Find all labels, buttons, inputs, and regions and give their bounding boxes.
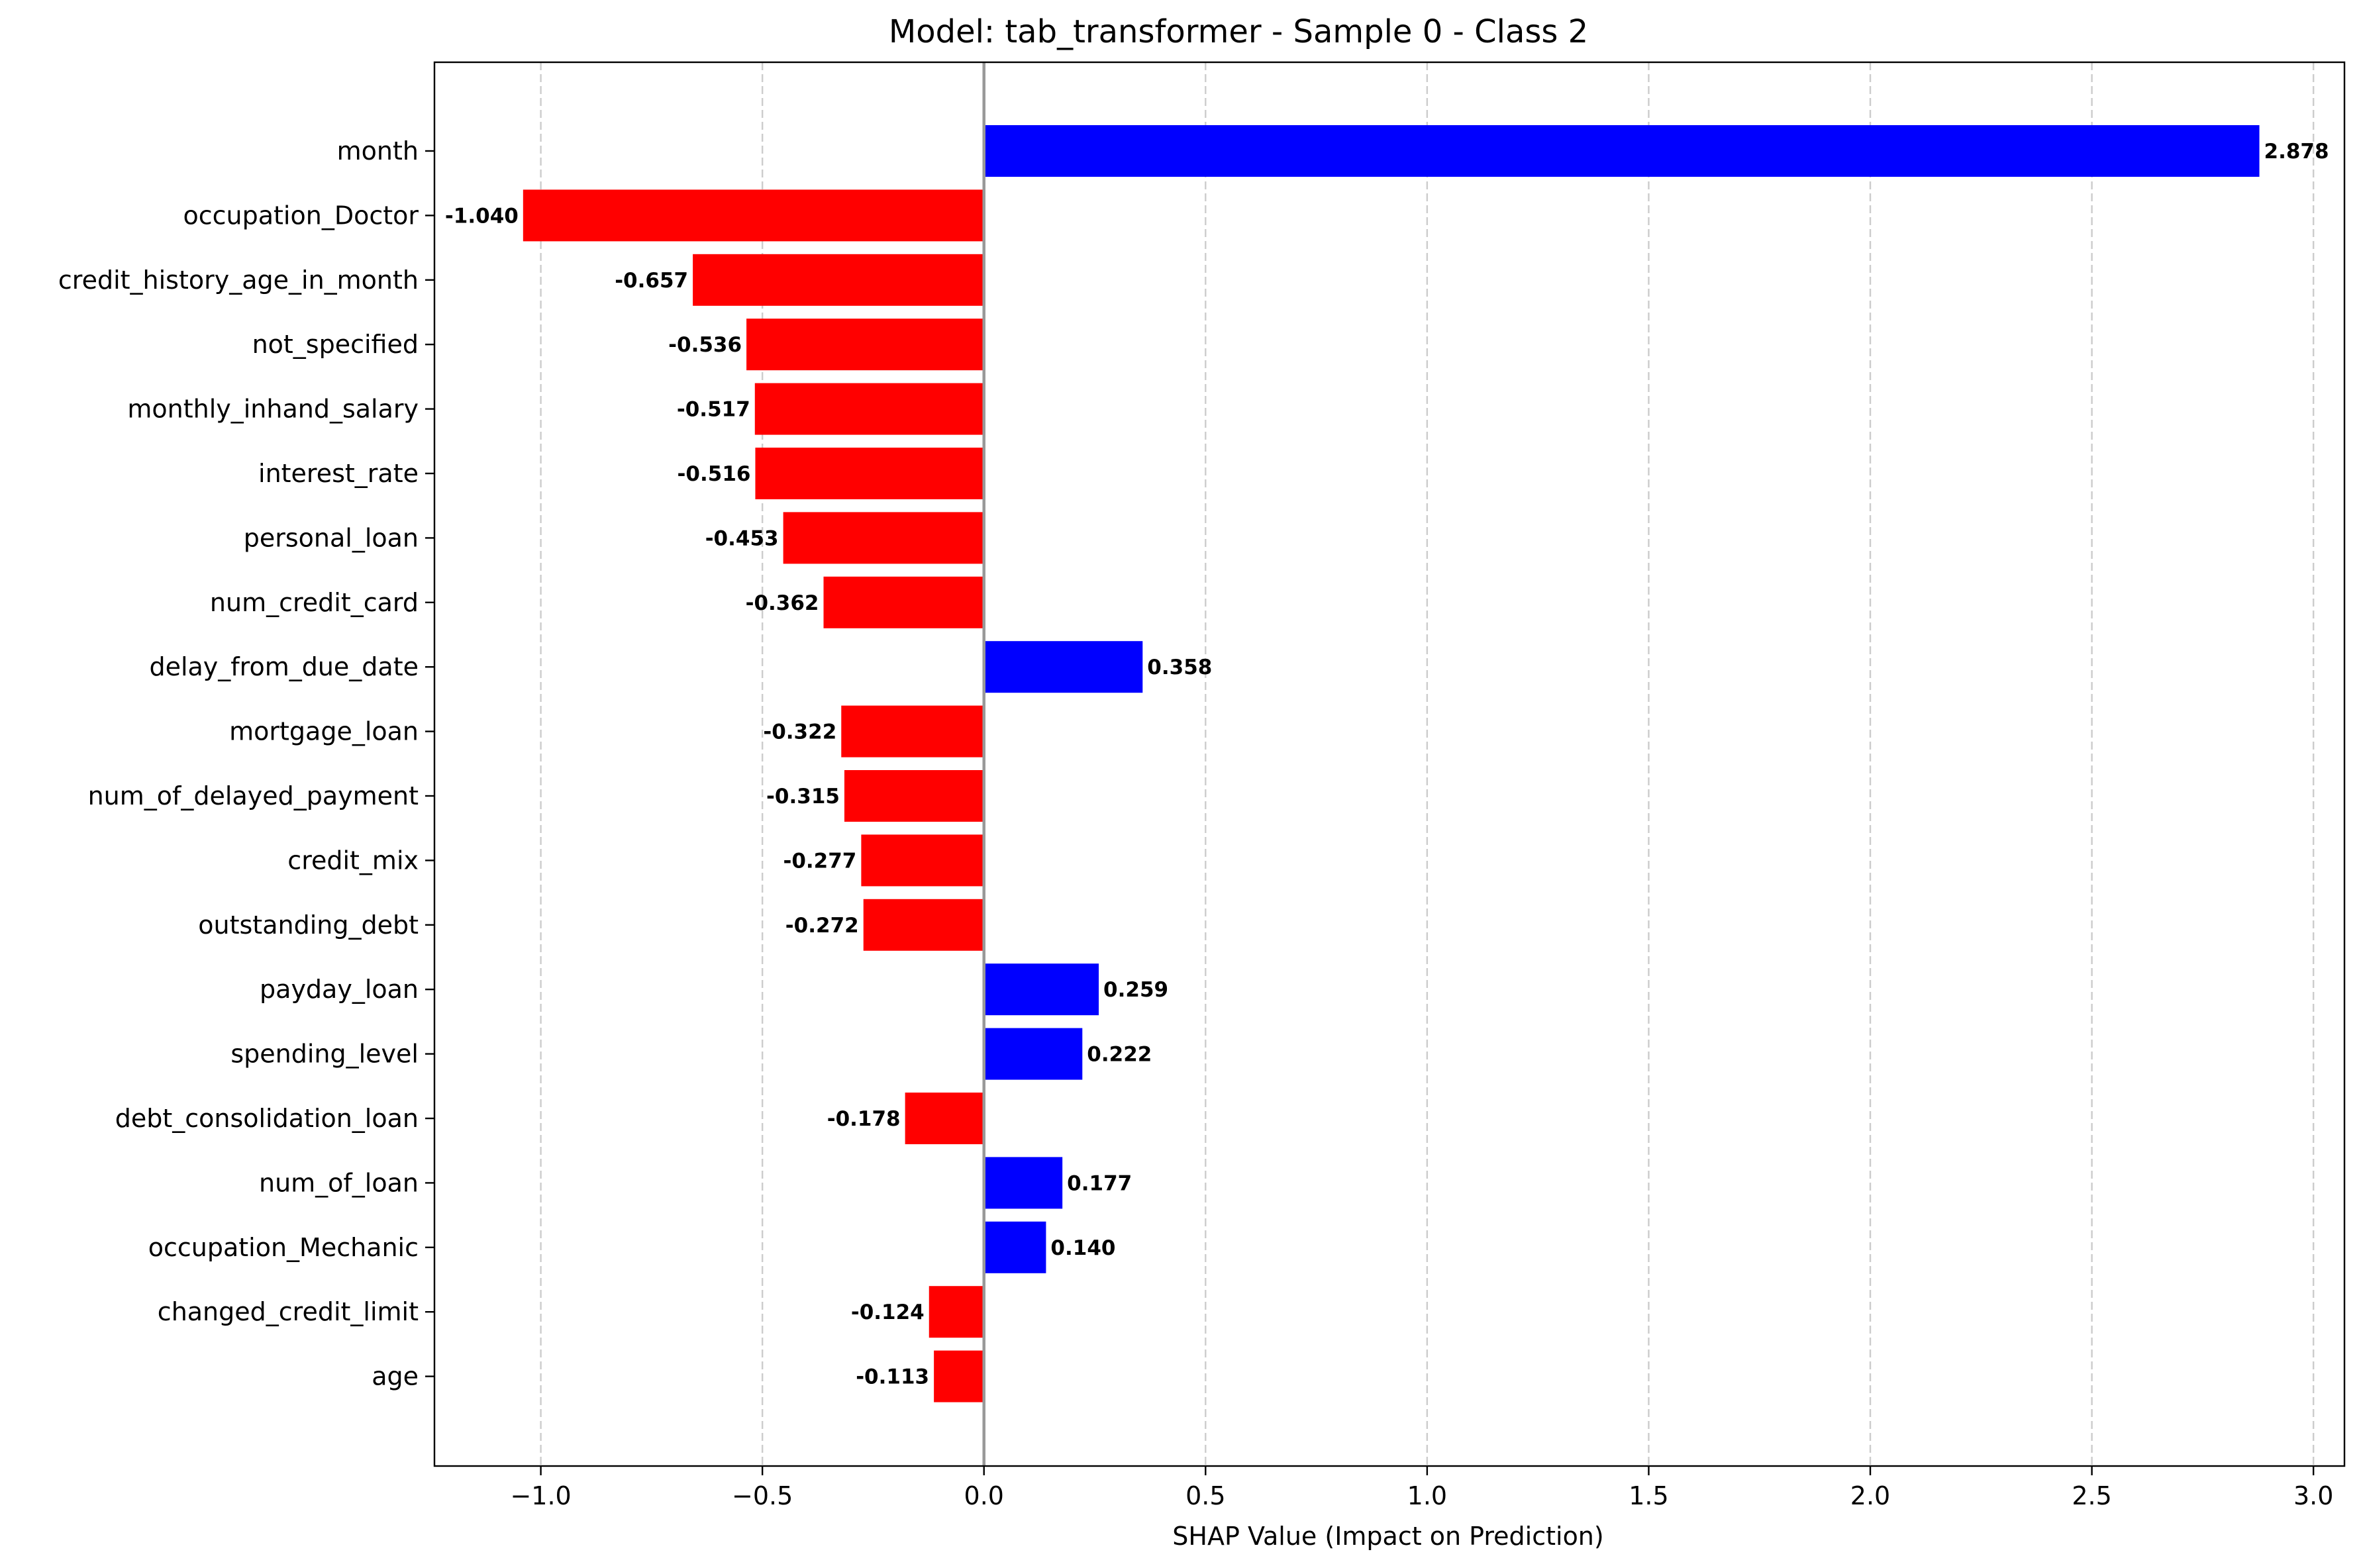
bar [863, 899, 984, 951]
y-tick-label: occupation_Mechanic [148, 1233, 419, 1262]
y-tick-label: delay_from_due_date [149, 652, 419, 681]
bar [693, 254, 984, 306]
bar [755, 448, 984, 499]
bar-value-label: -0.536 [668, 333, 742, 357]
bar-value-label: -0.657 [615, 269, 688, 293]
bar [823, 576, 984, 628]
bar-value-label: 2.878 [2264, 140, 2329, 164]
bar [929, 1286, 984, 1338]
chart-title: Model: tab_transformer - Sample 0 - Clas… [889, 13, 1588, 50]
y-tick-label: credit_mix [287, 846, 419, 875]
bar [983, 1221, 1046, 1273]
bar-value-label: -0.315 [766, 785, 840, 808]
y-tick-label: personal_loan [244, 523, 419, 552]
bar-value-label: -0.113 [856, 1365, 929, 1389]
x-axis-ticks: −1.0 −0.5 0.0 0.5 1.0 1.5 2.0 2.5 3.0 [510, 1466, 2333, 1510]
y-tick-label: not_specified [252, 330, 419, 359]
bar [983, 1028, 1083, 1080]
bar [746, 318, 984, 371]
bar [983, 641, 1143, 693]
bar [844, 770, 984, 822]
y-axis-ticks: month occupation_Doctor credit_history_age… [58, 136, 434, 1391]
x-tick-label: −0.5 [732, 1481, 793, 1510]
bar [905, 1093, 984, 1144]
x-tick-label: −1.0 [510, 1481, 571, 1510]
y-tick-label: mortgage_loan [229, 717, 419, 746]
bar [983, 963, 1099, 1016]
bar-value-label: -0.124 [851, 1300, 925, 1324]
x-tick-label: 2.0 [1850, 1481, 1890, 1510]
bar-value-labels: 2.878 -1.040 -0.657 -0.536 -0.517 -0.516 -0.45… [445, 140, 2329, 1389]
bar-value-label: 0.358 [1147, 656, 1212, 679]
bar-value-label: -0.517 [677, 398, 750, 422]
bar-value-label: -0.453 [705, 526, 779, 550]
y-tick-label: debt_consolidation_loan [115, 1104, 419, 1133]
bar-value-label: -0.516 [678, 462, 751, 486]
x-tick-label: 0.0 [964, 1481, 1004, 1510]
y-tick-label: num_of_loan [259, 1168, 419, 1197]
bar-value-label: 0.222 [1087, 1043, 1152, 1067]
y-tick-label: interest_rate [258, 459, 419, 488]
bar [754, 383, 984, 435]
bar [934, 1350, 984, 1402]
x-tick-label: 3.0 [2293, 1481, 2333, 1510]
y-tick-label: month [337, 136, 419, 166]
x-axis-label: SHAP Value (Impact on Prediction) [1172, 1522, 1603, 1551]
y-tick-label: num_credit_card [210, 588, 419, 617]
y-tick-label: spending_level [230, 1040, 419, 1069]
y-tick-label: monthly_inhand_salary [127, 395, 419, 424]
bar-value-label: -0.362 [746, 591, 819, 615]
y-tick-label: payday_loan [260, 975, 419, 1004]
bar [841, 705, 984, 758]
bar [783, 512, 984, 564]
bar-value-label: -0.322 [763, 720, 836, 744]
x-tick-label: 1.5 [1629, 1481, 1668, 1510]
bar-value-label: 0.259 [1103, 978, 1168, 1002]
bar-value-label: 0.140 [1050, 1236, 1115, 1260]
y-tick-label: age [372, 1362, 419, 1391]
y-tick-label: occupation_Doctor [183, 201, 419, 230]
bar-value-label: 0.177 [1067, 1171, 1132, 1195]
plot-frame [433, 61, 2346, 1467]
bar [523, 189, 984, 242]
bar-value-label: -1.040 [445, 204, 519, 228]
bar-value-label: -0.272 [785, 914, 859, 938]
bar [983, 125, 2260, 177]
x-tick-label: 0.5 [1185, 1481, 1225, 1510]
y-tick-label: num_of_delayed_payment [88, 781, 419, 810]
bar-value-label: -0.178 [827, 1107, 901, 1131]
y-tick-label: credit_history_age_in_month [58, 266, 419, 295]
x-tick-label: 2.5 [2072, 1481, 2111, 1510]
bars [523, 125, 2260, 1402]
bar [983, 1157, 1063, 1209]
x-tick-label: 1.0 [1407, 1481, 1447, 1510]
y-tick-label: outstanding_debt [198, 910, 419, 940]
bar [861, 834, 984, 887]
y-tick-label: changed_credit_limit [158, 1297, 419, 1326]
bar-value-label: -0.277 [783, 849, 856, 873]
